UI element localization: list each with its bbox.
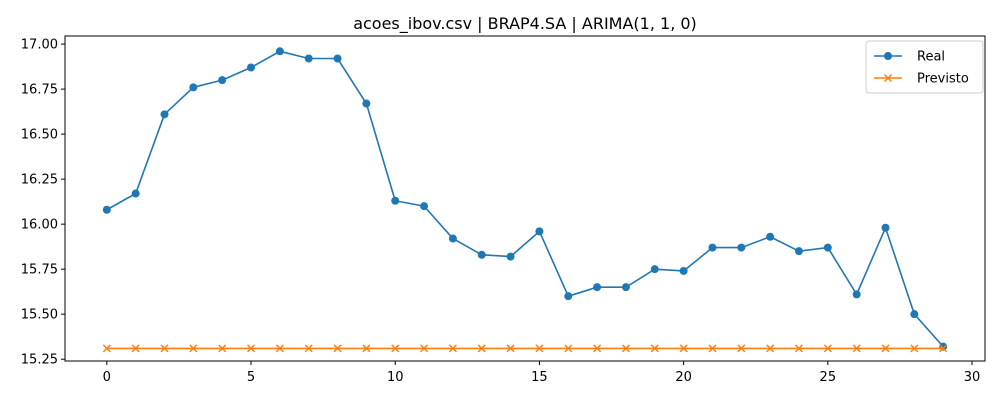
legend-marker-real [884, 52, 892, 60]
x-tick-label: 30 [964, 370, 981, 385]
x-tick-label: 15 [531, 370, 548, 385]
data-point-previsto [448, 344, 457, 353]
data-point-real [189, 83, 198, 92]
data-point-real [506, 252, 515, 261]
data-point-real [275, 47, 284, 56]
data-point-previsto [593, 344, 602, 353]
data-point-previsto [708, 344, 717, 353]
data-point-previsto [679, 344, 688, 353]
data-point-previsto [506, 344, 515, 353]
data-point-previsto [564, 344, 573, 353]
data-point-real [477, 250, 486, 259]
data-point-previsto [621, 344, 630, 353]
data-point-real [102, 205, 111, 214]
y-tick-label: 16.25 [21, 173, 58, 188]
data-point-previsto [650, 344, 659, 353]
data-point-real [448, 234, 457, 243]
data-point-previsto [939, 344, 948, 353]
data-point-previsto [766, 344, 775, 353]
data-point-previsto [246, 344, 256, 353]
data-point-previsto [420, 344, 429, 353]
data-point-real [564, 292, 573, 301]
x-tick-label: 25 [820, 370, 837, 385]
x-tick-label: 0 [103, 370, 111, 385]
axes: 0 5 10 15 20 25 30 15.25 15.50 15.75 16.00 16.25 16.… [21, 35, 986, 385]
plot-frame [64, 35, 986, 362]
data-point-previsto [823, 344, 832, 353]
y-tick-label: 15.75 [21, 263, 58, 278]
data-point-real [794, 247, 803, 256]
y-tick-label: 16.00 [21, 218, 58, 233]
y-tick-label: 16.50 [21, 128, 58, 143]
y-tick-label: 15.25 [21, 353, 58, 368]
data-point-previsto [852, 344, 861, 353]
data-point-real [593, 283, 602, 292]
data-point-real [420, 202, 429, 211]
data-point-previsto [362, 344, 371, 353]
data-point-real [218, 76, 227, 85]
x-tick-label: 5 [247, 370, 255, 385]
data-point-previsto [737, 344, 746, 353]
data-point-real [247, 63, 256, 72]
data-point-previsto [881, 344, 890, 353]
data-point-real [650, 265, 659, 274]
data-point-previsto [910, 344, 919, 353]
data-point-previsto [218, 344, 227, 353]
legend: Real Previsto [865, 40, 984, 94]
data-point-real [333, 54, 342, 63]
data-point-real [881, 223, 890, 232]
data-point-previsto [160, 344, 169, 353]
x-tick-label: 10 [387, 370, 404, 385]
data-point-previsto [535, 344, 544, 353]
data-point-real [766, 232, 775, 241]
data-point-real [737, 243, 746, 252]
data-point-previsto [131, 344, 140, 353]
data-point-previsto [189, 344, 198, 353]
legend-box [865, 40, 984, 94]
y-tick-label: 16.75 [21, 83, 58, 98]
data-point-real [362, 99, 371, 108]
data-point-previsto [275, 344, 284, 353]
data-point-real [160, 110, 169, 119]
x-tick-label: 20 [675, 370, 692, 385]
data-point-real [852, 290, 861, 299]
data-point-real [910, 310, 919, 319]
data-point-previsto [304, 344, 313, 353]
data-point-real [621, 283, 630, 292]
data-point-real [708, 243, 717, 252]
data-point-previsto [333, 344, 342, 353]
series-line-real [106, 50, 944, 348]
chart-title: acoes_ibov.csv | BRAP4.SA | ARIMA(1, 1, … [353, 14, 697, 34]
legend-label-previsto: Previsto [917, 72, 969, 87]
data-point-real [391, 196, 400, 205]
data-point-previsto [102, 344, 111, 353]
legend-label-real: Real [917, 50, 945, 65]
data-point-previsto [794, 344, 804, 353]
legend-marker-previsto [883, 73, 893, 83]
data-point-real [304, 54, 313, 63]
data-point-previsto [477, 344, 486, 353]
data-point-previsto [391, 344, 400, 353]
y-tick-label: 17.00 [21, 38, 58, 53]
data-point-real [823, 243, 832, 252]
y-tick-label: 15.50 [21, 308, 58, 323]
data-point-real [679, 266, 688, 275]
data-point-real [535, 227, 544, 236]
data-point-real [131, 189, 140, 198]
series-layer [102, 47, 948, 353]
